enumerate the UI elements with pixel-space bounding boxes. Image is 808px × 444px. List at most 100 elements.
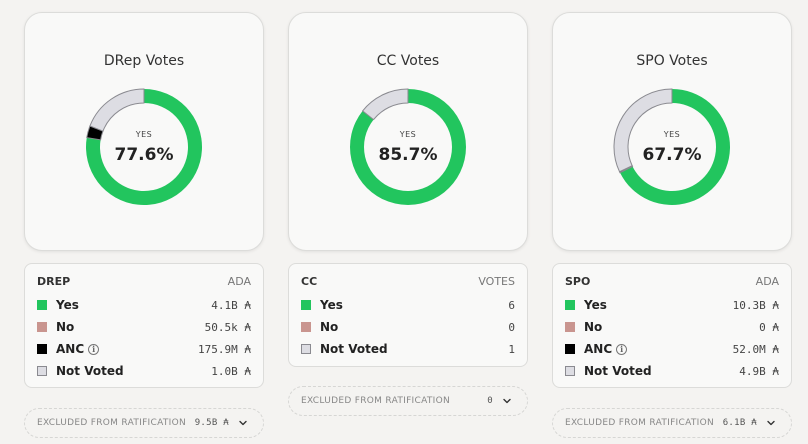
info-icon[interactable]: i: [88, 343, 100, 355]
legend-row-label-text: Yes: [320, 298, 343, 312]
donut-svg: [350, 88, 466, 205]
not-voted-swatch: [301, 344, 311, 354]
legend-row-value: 1.0B ₳: [211, 364, 251, 378]
spo-legend: SPO ADA Yes 10.3B ₳ No 0 ₳ ANC i 52.0M ₳ Not Vo…: [552, 263, 792, 388]
card-title: SPO Votes: [636, 53, 708, 69]
legend-row-no: No 0 ₳: [565, 319, 779, 335]
legend-row-yes: Yes 6: [301, 297, 515, 313]
chevron-down-icon[interactable]: [235, 415, 251, 431]
legend-row-value: 4.1B ₳: [211, 298, 251, 312]
drep-votes-card: DRep Votes YES 77.6%: [24, 12, 264, 251]
legend-row-label-text: No: [320, 320, 339, 334]
legend-row-yes: Yes 10.3B ₳: [565, 297, 779, 313]
excluded-from-ratification-toggle[interactable]: EXCLUDED FROM RATIFICATION 9.5B ₳: [24, 408, 264, 438]
legend-row-label-text: Yes: [584, 298, 607, 312]
legend-row-label-text: ANC: [584, 342, 613, 356]
legend-row-value: 4.9B ₳: [739, 364, 779, 378]
legend-row-not-voted: Not Voted 1: [301, 341, 515, 357]
no-swatch: [37, 322, 47, 332]
excluded-value: 9.5B ₳: [194, 418, 229, 428]
legend-row-label-text: Not Voted: [56, 364, 124, 378]
legend-row-label-text: ANC: [56, 342, 85, 356]
legend-row-label: Not Voted: [320, 342, 388, 356]
card-title: CC Votes: [376, 53, 440, 69]
legend-row-label-text: No: [56, 320, 75, 334]
yes-donut-chart: YES 85.7%: [348, 87, 468, 207]
not-voted-swatch: [565, 366, 575, 376]
not-voted-swatch: [37, 366, 47, 376]
ring-segment-not-voted: [89, 88, 145, 132]
yes-label: YES: [135, 130, 153, 139]
legend-unit: VOTES: [478, 275, 515, 288]
legend-row-label: Not Voted: [56, 364, 124, 378]
legend-row-no: No 0: [301, 319, 515, 335]
info-icon[interactable]: i: [616, 343, 628, 355]
ring-segment-not-voted: [613, 88, 673, 173]
yes-label: YES: [399, 130, 417, 139]
legend-row-value: 0 ₳: [759, 320, 779, 334]
legend-row-label: ANC i: [56, 342, 100, 356]
legend-row-value: 0: [508, 320, 515, 334]
legend-unit: ADA: [227, 275, 251, 288]
excluded-value: 6.1B ₳: [722, 418, 757, 428]
excluded-value: 0: [487, 396, 493, 406]
legend-row-not-voted: Not Voted 1.0B ₳: [37, 363, 251, 379]
legend-row-no: No 50.5k ₳: [37, 319, 251, 335]
anc-swatch: [565, 344, 575, 354]
yes-donut-chart: YES 77.6%: [84, 87, 204, 207]
legend-row-value: 6: [508, 298, 515, 312]
yes-label: YES: [663, 130, 681, 139]
yes-donut-chart: YES 67.7%: [612, 87, 732, 207]
yes-swatch: [565, 300, 575, 310]
legend-row-anc: ANC i 175.9M ₳: [37, 341, 251, 357]
legend-row-value: 50.5k ₳: [204, 320, 251, 334]
ring-segment-not-voted: [361, 88, 409, 121]
chevron-down-icon[interactable]: [763, 415, 779, 431]
card-title: DRep Votes: [103, 53, 185, 69]
yes-percentage: 85.7%: [378, 145, 438, 165]
yes-swatch: [301, 300, 311, 310]
legend-row-anc: ANC i 52.0M ₳: [565, 341, 779, 357]
legend-row-not-voted: Not Voted 4.9B ₳: [565, 363, 779, 379]
donut-svg: [85, 88, 202, 205]
cc-votes-card: CC Votes YES 85.7%: [288, 12, 528, 251]
no-swatch: [565, 322, 575, 332]
yes-percentage: 67.7%: [642, 145, 702, 165]
legend-row-label-text: Not Voted: [320, 342, 388, 356]
yes-swatch: [37, 300, 47, 310]
legend-row-label-text: Not Voted: [584, 364, 652, 378]
legend-row-value: 52.0M ₳: [732, 342, 779, 356]
legend-row-label: Yes: [320, 298, 343, 312]
legend-row-value: 10.3B ₳: [732, 298, 779, 312]
legend-title: DREP: [37, 275, 71, 288]
legend-title: CC: [301, 275, 318, 288]
legend-row-value: 175.9M ₳: [198, 342, 251, 356]
excluded-from-ratification-toggle[interactable]: EXCLUDED FROM RATIFICATION 6.1B ₳: [552, 408, 792, 438]
donut-svg: [613, 88, 730, 205]
legend-row-label: No: [584, 320, 602, 334]
legend-unit: ADA: [755, 275, 779, 288]
no-swatch: [301, 322, 311, 332]
chevron-down-icon[interactable]: [499, 393, 515, 409]
legend-title: SPO: [565, 275, 591, 288]
legend-row-label: No: [320, 320, 338, 334]
cc-legend: CC VOTES Yes 6 No 0 Not Voted 1: [288, 263, 528, 367]
legend-row-label: Not Voted: [584, 364, 652, 378]
spo-votes-card: SPO Votes YES 67.7%: [552, 12, 792, 251]
legend-row-label: Yes: [56, 298, 79, 312]
excluded-from-ratification-toggle[interactable]: EXCLUDED FROM RATIFICATION 0: [288, 386, 528, 416]
yes-percentage: 77.6%: [114, 145, 174, 165]
excluded-label: EXCLUDED FROM RATIFICATION: [37, 418, 187, 428]
legend-header: CC VOTES: [301, 275, 515, 288]
legend-row-yes: Yes 4.1B ₳: [37, 297, 251, 313]
legend-row-label-text: No: [584, 320, 603, 334]
legend-row-label: No: [56, 320, 74, 334]
legend-row-label: Yes: [584, 298, 607, 312]
legend-row-label: ANC i: [584, 342, 628, 356]
drep-legend: DREP ADA Yes 4.1B ₳ No 50.5k ₳ ANC i 175.9M ₳ N…: [24, 263, 264, 388]
excluded-label: EXCLUDED FROM RATIFICATION: [301, 396, 451, 406]
legend-row-label-text: Yes: [56, 298, 79, 312]
legend-row-value: 1: [508, 342, 515, 356]
anc-swatch: [37, 344, 47, 354]
legend-header: DREP ADA: [37, 275, 251, 288]
